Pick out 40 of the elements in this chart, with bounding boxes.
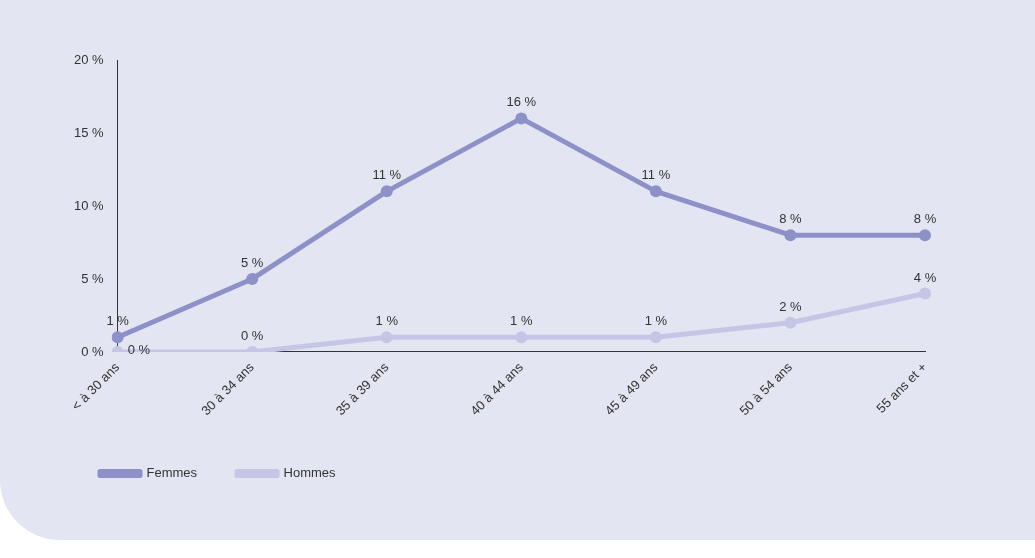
point — [380, 331, 393, 344]
y-tick-label: 15 % — [73, 124, 105, 140]
data-label: 8 % — [913, 211, 937, 227]
x-tick-label: 45 à 49 ans — [601, 359, 661, 419]
point — [919, 229, 931, 242]
x-tick-label: < à 30 ans — [68, 359, 123, 414]
data-label: 11 % — [372, 167, 402, 183]
data-label: 4 % — [913, 269, 937, 285]
legend-label: Femmes — [146, 465, 198, 481]
point — [515, 112, 528, 125]
point — [515, 331, 528, 344]
data-label: 5 % — [240, 255, 264, 271]
point — [649, 331, 662, 344]
y-tick-label: 0 % — [81, 343, 105, 359]
x-tick-label: 50 à 54 ans — [736, 359, 796, 419]
point — [246, 272, 259, 285]
data-label: 2 % — [779, 298, 803, 314]
data-label: 8 % — [779, 211, 803, 227]
legend-label: Hommes — [283, 465, 337, 481]
data-label: 1 % — [106, 313, 130, 329]
x-tick-label: 40 à 44 ans — [467, 359, 527, 419]
data-label: 1 % — [644, 313, 668, 329]
y-tick-label: 10 % — [73, 197, 105, 213]
point — [111, 331, 124, 344]
data-label: 1 % — [375, 313, 399, 329]
data-label: 1 % — [510, 313, 533, 329]
point — [649, 185, 662, 198]
point — [380, 185, 393, 198]
y-tick-label: 20 % — [73, 51, 105, 67]
point — [784, 316, 797, 329]
data-label: 11 % — [641, 167, 671, 183]
point — [784, 229, 797, 242]
data-label: 0 % — [240, 328, 264, 343]
point — [919, 287, 931, 300]
data-label: 0 % — [127, 341, 151, 357]
x-tick-label: 35 à 39 ans — [332, 359, 392, 419]
x-tick-label: 55 ans et + — [873, 359, 930, 416]
y-tick-label: 5 % — [81, 270, 105, 286]
data-label: 16 % — [506, 94, 537, 110]
x-tick-label: 30 à 34 ans — [198, 359, 258, 419]
